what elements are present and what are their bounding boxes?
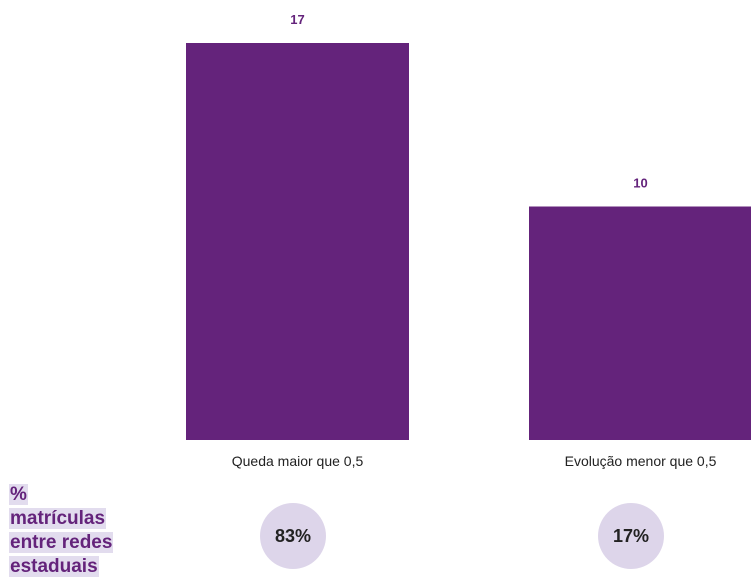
category-labels-layer: Queda maior que 0,5 Evolução menor que 0,… — [232, 453, 717, 469]
value-label-evolucao: 10 — [633, 175, 647, 190]
side-label-line-1: % — [9, 484, 28, 505]
share-value-queda: 83% — [274, 525, 312, 546]
category-label-evolucao: Evolução menor que 0,5 — [565, 453, 717, 469]
side-label: % matrículas entre redes estaduais — [9, 483, 139, 579]
bar-evolucao — [529, 206, 751, 440]
bars-layer — [186, 43, 751, 440]
side-label-line-4: estaduais — [9, 556, 99, 577]
share-circle-evolucao: 17% — [598, 503, 664, 569]
share-value-evolucao: 17% — [612, 525, 650, 546]
side-label-line-2: matrículas — [9, 508, 107, 529]
category-label-queda: Queda maior que 0,5 — [232, 453, 364, 469]
bar-queda — [186, 43, 409, 440]
value-label-queda: 17 — [290, 12, 304, 27]
side-label-line-3: entre redes — [9, 532, 114, 553]
share-circle-queda: 83% — [260, 503, 326, 569]
